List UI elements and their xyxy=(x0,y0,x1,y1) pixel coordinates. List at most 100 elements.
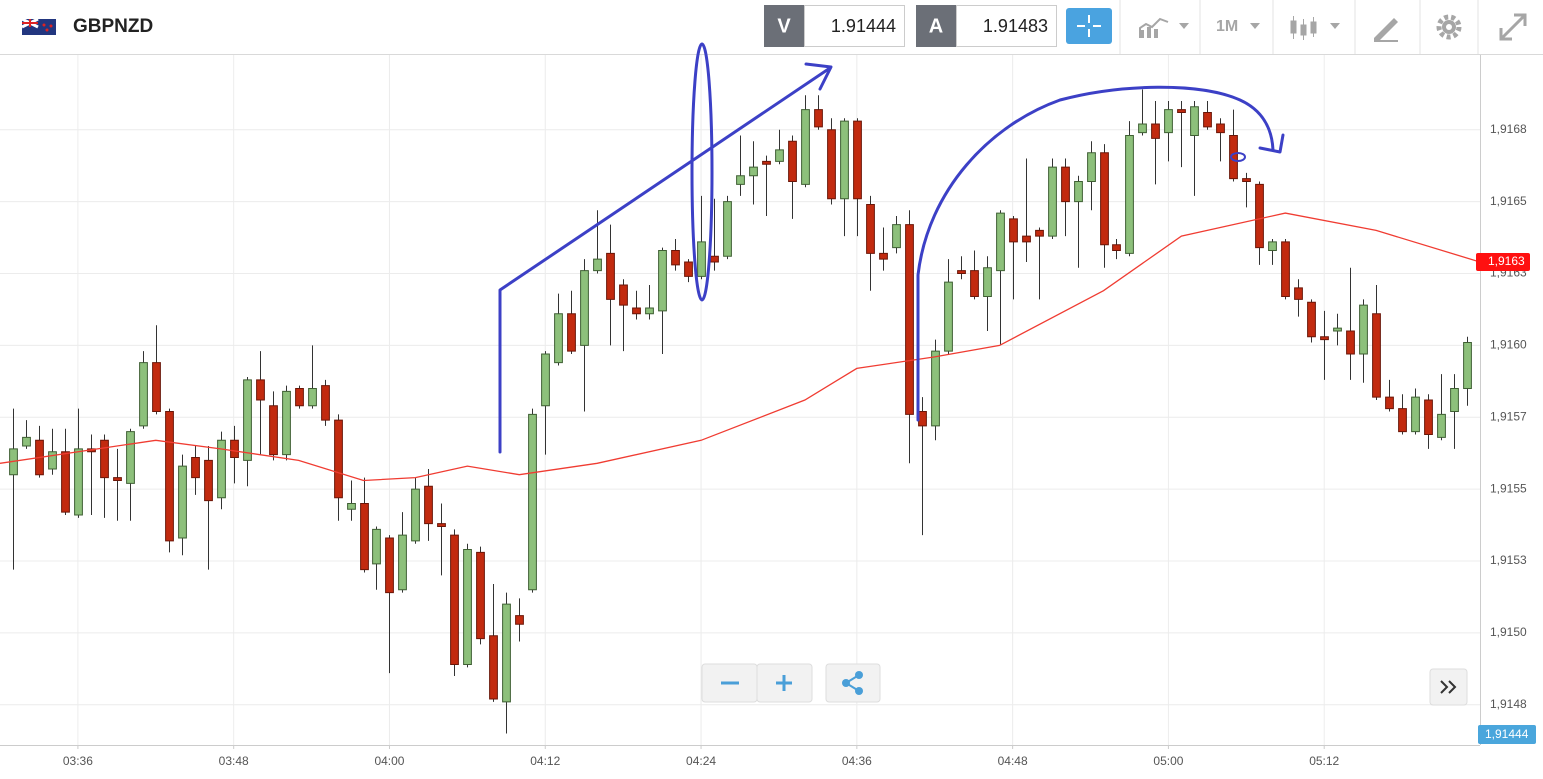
y-tick-label: 1,9165 xyxy=(1490,194,1527,208)
candle-body xyxy=(113,477,122,481)
candle-body xyxy=(606,252,615,300)
plot-area xyxy=(0,89,1480,734)
candle-body xyxy=(1242,178,1251,182)
y-tick-label: 1,9150 xyxy=(1490,625,1527,639)
candle-body xyxy=(1411,396,1420,433)
candle-body xyxy=(684,261,693,277)
candle-body xyxy=(22,436,31,447)
candle-body xyxy=(269,405,278,456)
candle-body xyxy=(619,284,628,306)
x-tick-label: 05:12 xyxy=(1309,754,1339,768)
candle-body xyxy=(1203,112,1212,128)
candle-body xyxy=(840,120,849,200)
share-button[interactable] xyxy=(825,663,881,703)
candle-body xyxy=(1281,241,1290,297)
candle-body xyxy=(905,224,914,415)
candle-type-button[interactable] xyxy=(1290,16,1340,40)
candle-body xyxy=(139,362,148,427)
candle-body xyxy=(178,465,187,539)
candle-body xyxy=(424,485,433,525)
candle-body xyxy=(230,439,239,458)
crosshair-button[interactable] xyxy=(1066,8,1112,44)
candle-body xyxy=(736,175,745,185)
flag-icon xyxy=(21,17,56,35)
last-price-label: 1,91444 xyxy=(1485,727,1529,741)
candle-body xyxy=(1190,106,1199,136)
ma-price-marker xyxy=(1476,253,1530,271)
y-tick-label: 1,9157 xyxy=(1490,409,1527,423)
candle-body xyxy=(671,250,680,266)
candle-body xyxy=(1216,123,1225,134)
candle-body xyxy=(749,166,758,177)
candle-body xyxy=(398,534,407,591)
candle-body xyxy=(1138,123,1147,134)
y-tick-label: 1,9168 xyxy=(1490,122,1527,136)
candle-body xyxy=(723,201,732,257)
candle-body xyxy=(1125,135,1134,254)
candle-body xyxy=(1450,388,1459,412)
candle-body xyxy=(983,267,992,297)
timeframe: 1M xyxy=(1216,18,1238,35)
candle-body xyxy=(437,523,446,527)
x-tick-label: 04:48 xyxy=(998,754,1028,768)
bid-button[interactable] xyxy=(764,5,804,47)
annotations xyxy=(498,42,1285,454)
candle-body xyxy=(632,307,641,315)
y-tick-label: 1,9153 xyxy=(1490,553,1527,567)
ask-tag: A xyxy=(929,15,943,37)
candle-body xyxy=(554,313,563,364)
candle-body xyxy=(1437,413,1446,438)
arrow-head xyxy=(1258,133,1285,154)
candle-body xyxy=(1398,408,1407,433)
candle-body xyxy=(541,353,550,407)
candle-body xyxy=(476,551,485,640)
candle-body xyxy=(321,385,330,421)
candle-body xyxy=(1372,313,1381,398)
candle-body xyxy=(658,250,667,312)
chart-type-button[interactable] xyxy=(1139,17,1189,38)
candle-body xyxy=(1151,123,1160,139)
timeframe-button[interactable]: 1M xyxy=(1216,18,1260,35)
candle-body xyxy=(1100,152,1109,246)
candle-body xyxy=(827,129,836,200)
candle-body xyxy=(957,270,966,274)
x-tick-label: 04:24 xyxy=(686,754,716,768)
candle-body xyxy=(217,439,226,499)
candle-body xyxy=(1268,241,1277,251)
moving-average-line xyxy=(0,212,1480,482)
zoom-out-button[interactable] xyxy=(701,663,758,703)
candle-body xyxy=(48,451,57,470)
candle-body xyxy=(1061,166,1070,203)
candle-body xyxy=(61,451,70,513)
settings-button[interactable] xyxy=(1436,14,1462,40)
candle-body xyxy=(931,350,940,427)
candle-body xyxy=(204,459,213,502)
candle-body xyxy=(411,488,420,542)
candle-body xyxy=(372,528,381,565)
bid-price: 1.91444 xyxy=(831,16,896,36)
axis-labels: 1,9168 1,9165 1,9163 1,9160 1,9157 1,9155 1,91… xyxy=(63,122,1536,768)
candle-body xyxy=(762,160,771,165)
bid-box xyxy=(804,5,905,47)
candle-body xyxy=(970,270,979,297)
ask-box xyxy=(956,5,1057,47)
candle-body xyxy=(710,255,719,263)
scroll-end-button[interactable] xyxy=(1429,668,1468,706)
x-tick-label: 03:36 xyxy=(63,754,93,768)
candle-body xyxy=(853,120,862,200)
draw-button[interactable] xyxy=(1374,18,1398,42)
candle-body xyxy=(1385,396,1394,410)
candle-body xyxy=(282,390,291,456)
ask-button[interactable] xyxy=(916,5,956,47)
candle-body xyxy=(528,413,537,591)
fullscreen-button[interactable] xyxy=(1499,13,1527,41)
candle-body xyxy=(1463,342,1472,389)
zoom-in-button[interactable] xyxy=(756,663,813,703)
candle-body xyxy=(126,431,135,484)
candle-body xyxy=(788,140,797,182)
curve-arrow xyxy=(916,85,1275,422)
candle-body xyxy=(1087,152,1096,182)
symbol: GBPNZD xyxy=(73,16,153,37)
candle-body xyxy=(256,379,265,401)
